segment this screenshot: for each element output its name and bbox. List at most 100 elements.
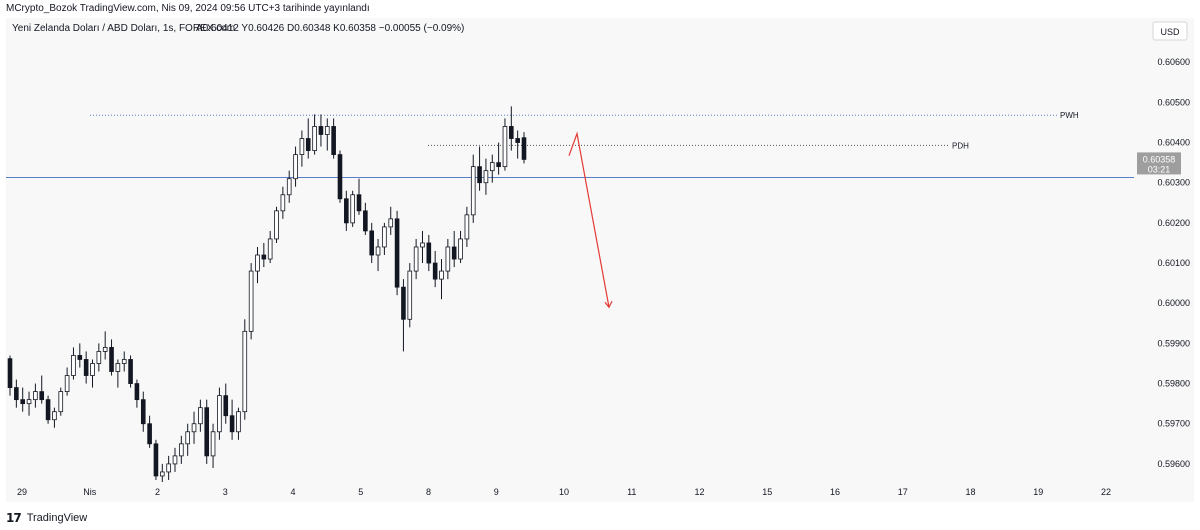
footer: 17 TradingView <box>0 502 1200 526</box>
y-tick-label: 0.59900 <box>1157 338 1190 348</box>
y-tick-label: 0.60400 <box>1157 138 1190 148</box>
y-tick-label: 0.60000 <box>1157 298 1190 308</box>
candle-body <box>39 391 45 401</box>
x-tick-label: 15 <box>762 487 772 497</box>
tradingview-logo-icon: 17 <box>6 511 22 525</box>
candle-body <box>90 363 95 376</box>
candle-body <box>185 431 190 445</box>
candle-body <box>242 330 248 413</box>
candle-body <box>267 238 273 260</box>
candle-body <box>432 262 438 280</box>
candle-body <box>318 126 324 135</box>
candle-body <box>236 411 241 433</box>
candle-body <box>470 166 476 216</box>
y-tick-label: 0.60300 <box>1157 178 1190 188</box>
x-tick-label: 19 <box>1033 487 1043 497</box>
candle-body <box>426 242 432 264</box>
candle-body <box>261 254 267 260</box>
currency-label[interactable]: USD <box>1160 27 1180 37</box>
candle-body <box>445 246 451 272</box>
candle-body <box>483 170 489 184</box>
candle-body <box>217 395 222 433</box>
candle-body <box>147 423 152 445</box>
candle-body <box>420 242 425 248</box>
candle-body <box>96 351 102 364</box>
x-tick-label: 16 <box>830 487 840 497</box>
candle-body <box>489 162 495 172</box>
x-tick-label: 9 <box>494 487 499 497</box>
candle-body <box>305 138 311 151</box>
y-tick-label: 0.60600 <box>1157 57 1190 67</box>
candle-body <box>255 254 260 272</box>
candle-body <box>191 423 197 433</box>
x-tick-label: 18 <box>965 487 975 497</box>
candle-body <box>45 399 51 421</box>
x-tick-label: 3 <box>223 487 228 497</box>
candle-body <box>128 359 133 384</box>
x-tick-label: 8 <box>426 487 431 497</box>
currency-button[interactable] <box>1152 21 1188 41</box>
candle-body <box>121 359 127 364</box>
candle-body <box>172 455 178 465</box>
projection-arrowhead <box>604 300 613 309</box>
candle-body <box>71 355 76 376</box>
candle-body <box>299 138 305 155</box>
candle-body <box>394 218 400 288</box>
candle-body <box>515 138 520 143</box>
candle-body <box>274 210 279 240</box>
candle-body <box>350 194 355 224</box>
candle-body <box>64 375 70 393</box>
x-tick-label: 11 <box>627 487 636 497</box>
x-tick-label: 22 <box>1101 487 1111 497</box>
x-tick-label: Nis <box>83 487 96 497</box>
candle-body <box>14 387 19 401</box>
pdh-label: PDH <box>952 141 969 150</box>
candle-body <box>451 246 457 260</box>
candle-body <box>102 347 108 352</box>
candle-body <box>363 210 368 232</box>
candle-body <box>496 162 501 168</box>
candle-body <box>439 270 444 280</box>
candle-body <box>134 383 140 401</box>
candle-body <box>312 126 317 151</box>
candle-body <box>52 411 57 421</box>
candle-body <box>7 358 13 388</box>
candle-body <box>407 270 413 320</box>
publisher-text: MCrypto_Bozok TradingView.com, Nis 09, 2… <box>6 3 370 14</box>
tradingview-brand-text: TradingView <box>26 512 88 524</box>
candle-body <box>229 415 235 433</box>
candle-body <box>331 126 336 155</box>
y-tick-label: 0.59700 <box>1157 419 1190 429</box>
x-tick-label: 12 <box>694 487 704 497</box>
candle-body <box>248 270 254 332</box>
x-tick-label: 2 <box>155 487 160 497</box>
candle-body <box>293 154 298 180</box>
candle-body <box>20 399 25 405</box>
candle-body <box>413 246 419 272</box>
y-tick-label: 0.60100 <box>1157 258 1190 268</box>
publisher-bar: MCrypto_Bozok TradingView.com, Nis 09, 2… <box>0 0 1200 18</box>
x-tick-label: 17 <box>898 487 908 497</box>
candle-body <box>509 126 514 139</box>
price-chart[interactable]: Yeni Zelanda Doları / ABD Doları, 1s, FO… <box>6 18 1194 502</box>
legend-symbol: Yeni Zelanda Doları / ABD Doları, 1s, FO… <box>12 23 235 34</box>
projection-arrow <box>568 131 610 308</box>
candle-body <box>153 443 159 477</box>
x-tick-label: 29 <box>17 487 27 497</box>
x-tick-label: 4 <box>290 487 295 497</box>
candle-body <box>198 407 203 425</box>
candle-body <box>58 391 64 413</box>
candle-body <box>286 178 292 196</box>
price-tag-value: 0.60358 <box>1143 154 1176 164</box>
candle-body <box>166 463 171 473</box>
candle-body <box>159 471 165 477</box>
candle-body <box>356 194 362 212</box>
candle-body <box>458 238 463 260</box>
candle-body <box>83 359 89 376</box>
candle-body <box>179 443 184 457</box>
candle-body <box>115 363 121 372</box>
candle-body <box>210 431 216 457</box>
tradingview-logo[interactable]: 17 TradingView <box>6 506 87 530</box>
candle-body <box>223 395 229 417</box>
